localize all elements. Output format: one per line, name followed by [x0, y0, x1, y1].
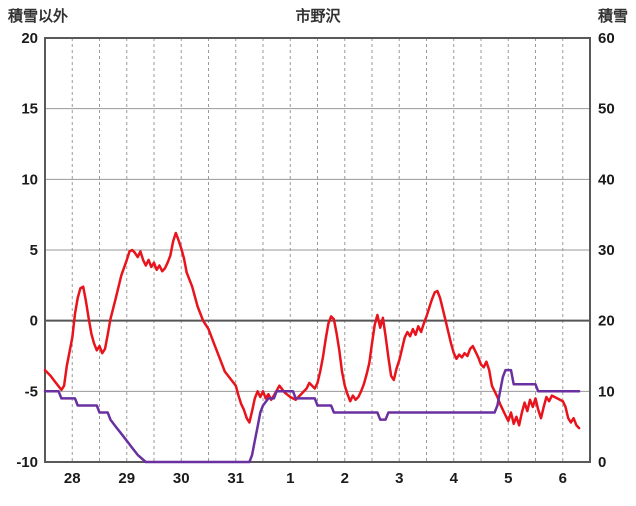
svg-text:30: 30	[173, 470, 190, 487]
svg-text:10: 10	[598, 383, 615, 400]
svg-text:31: 31	[227, 470, 244, 487]
svg-text:1: 1	[286, 470, 294, 487]
svg-text:20: 20	[21, 30, 38, 47]
svg-text:2: 2	[341, 470, 349, 487]
svg-text:20: 20	[598, 313, 615, 330]
svg-text:3: 3	[395, 470, 403, 487]
svg-text:50: 50	[598, 101, 615, 118]
plot-border	[44, 37, 591, 463]
svg-text:29: 29	[118, 470, 135, 487]
svg-text:0: 0	[598, 454, 606, 471]
snow-depth-line	[43, 368, 581, 464]
red-line	[43, 231, 581, 430]
svg-text:0: 0	[30, 313, 38, 330]
svg-text:40: 40	[598, 171, 615, 188]
chart-title: 市野沢	[295, 8, 341, 25]
svg-text:10: 10	[21, 171, 38, 188]
left-axis-label: 積雪以外	[8, 8, 69, 25]
svg-text:6: 6	[559, 470, 567, 487]
svg-text:60: 60	[598, 30, 615, 47]
svg-text:-5: -5	[25, 383, 38, 400]
left-axis-tick-labels: 20 15 10 5 0 -5 -10	[16, 30, 38, 471]
svg-text:4: 4	[450, 470, 459, 487]
right-axis-tick-labels: 60 50 40 30 20 10 0	[598, 30, 615, 471]
horizontal-gridlines	[45, 108, 590, 392]
svg-text:-10: -10	[16, 454, 38, 471]
svg-text:5: 5	[504, 470, 512, 487]
svg-text:30: 30	[598, 242, 615, 259]
svg-text:5: 5	[30, 242, 38, 259]
right-axis-label: 積雪	[597, 8, 628, 25]
svg-text:28: 28	[64, 470, 81, 487]
x-axis-tick-labels: 28 29 30 31 1 2 3 4 5 6	[64, 470, 567, 487]
svg-text:15: 15	[21, 101, 38, 118]
